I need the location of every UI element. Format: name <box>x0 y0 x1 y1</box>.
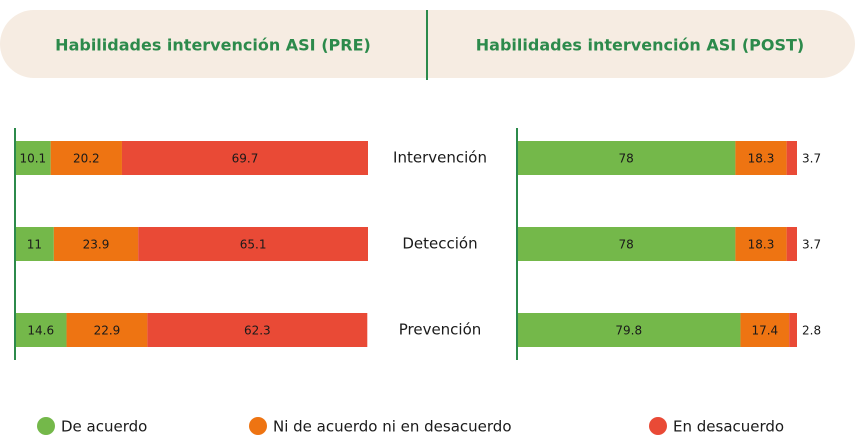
value-label: 17.4 <box>751 324 778 338</box>
value-label: 78 <box>619 152 634 166</box>
value-label: 20.2 <box>73 152 100 166</box>
bar-segment <box>66 313 148 347</box>
value-label: 2.8 <box>802 324 821 338</box>
bar-segment <box>15 227 54 261</box>
bar-segment <box>50 141 122 175</box>
bar-segment <box>147 313 368 347</box>
value-label: 3.7 <box>802 238 821 252</box>
legend-swatch <box>37 417 55 435</box>
bar-segment <box>735 141 787 175</box>
bar-segment <box>735 227 787 261</box>
value-label: 79.8 <box>615 324 642 338</box>
bar-segment <box>121 141 368 175</box>
bar-segment <box>786 141 797 175</box>
bar-segment <box>740 313 790 347</box>
value-label: 3.7 <box>802 152 821 166</box>
bar-segment <box>517 313 741 347</box>
chart-title: Habilidades intervención ASI (POST) <box>476 36 804 55</box>
legend-label: Ni de acuerdo ni en desacuerdo <box>273 418 512 436</box>
bar-segment <box>786 227 797 261</box>
chart-title: Habilidades intervención ASI (PRE) <box>55 36 371 55</box>
value-label: 10.1 <box>19 152 46 166</box>
bar-segment <box>517 227 736 261</box>
value-label: 65.1 <box>240 238 267 252</box>
legend-swatch <box>649 417 667 435</box>
bar-segment <box>789 313 797 347</box>
legend-label: En desacuerdo <box>673 418 784 436</box>
category-label: Detección <box>402 235 477 253</box>
legend-label: De acuerdo <box>61 418 147 436</box>
bar-segment <box>138 227 368 261</box>
legend-swatch <box>249 417 267 435</box>
value-label: 18.3 <box>748 152 775 166</box>
category-label: Intervención <box>393 149 487 167</box>
bar-segment <box>517 141 736 175</box>
value-label: 11 <box>27 238 42 252</box>
value-label: 78 <box>619 238 634 252</box>
value-label: 18.3 <box>748 238 775 252</box>
value-label: 14.6 <box>27 324 54 338</box>
bar-segment <box>15 313 67 347</box>
category-label: Prevención <box>399 321 482 339</box>
bar-segment <box>53 227 139 261</box>
value-label: 62.3 <box>244 324 271 338</box>
value-label: 22.9 <box>94 324 121 338</box>
value-label: 69.7 <box>232 152 259 166</box>
value-label: 23.9 <box>83 238 110 252</box>
bar-segment <box>15 141 51 175</box>
